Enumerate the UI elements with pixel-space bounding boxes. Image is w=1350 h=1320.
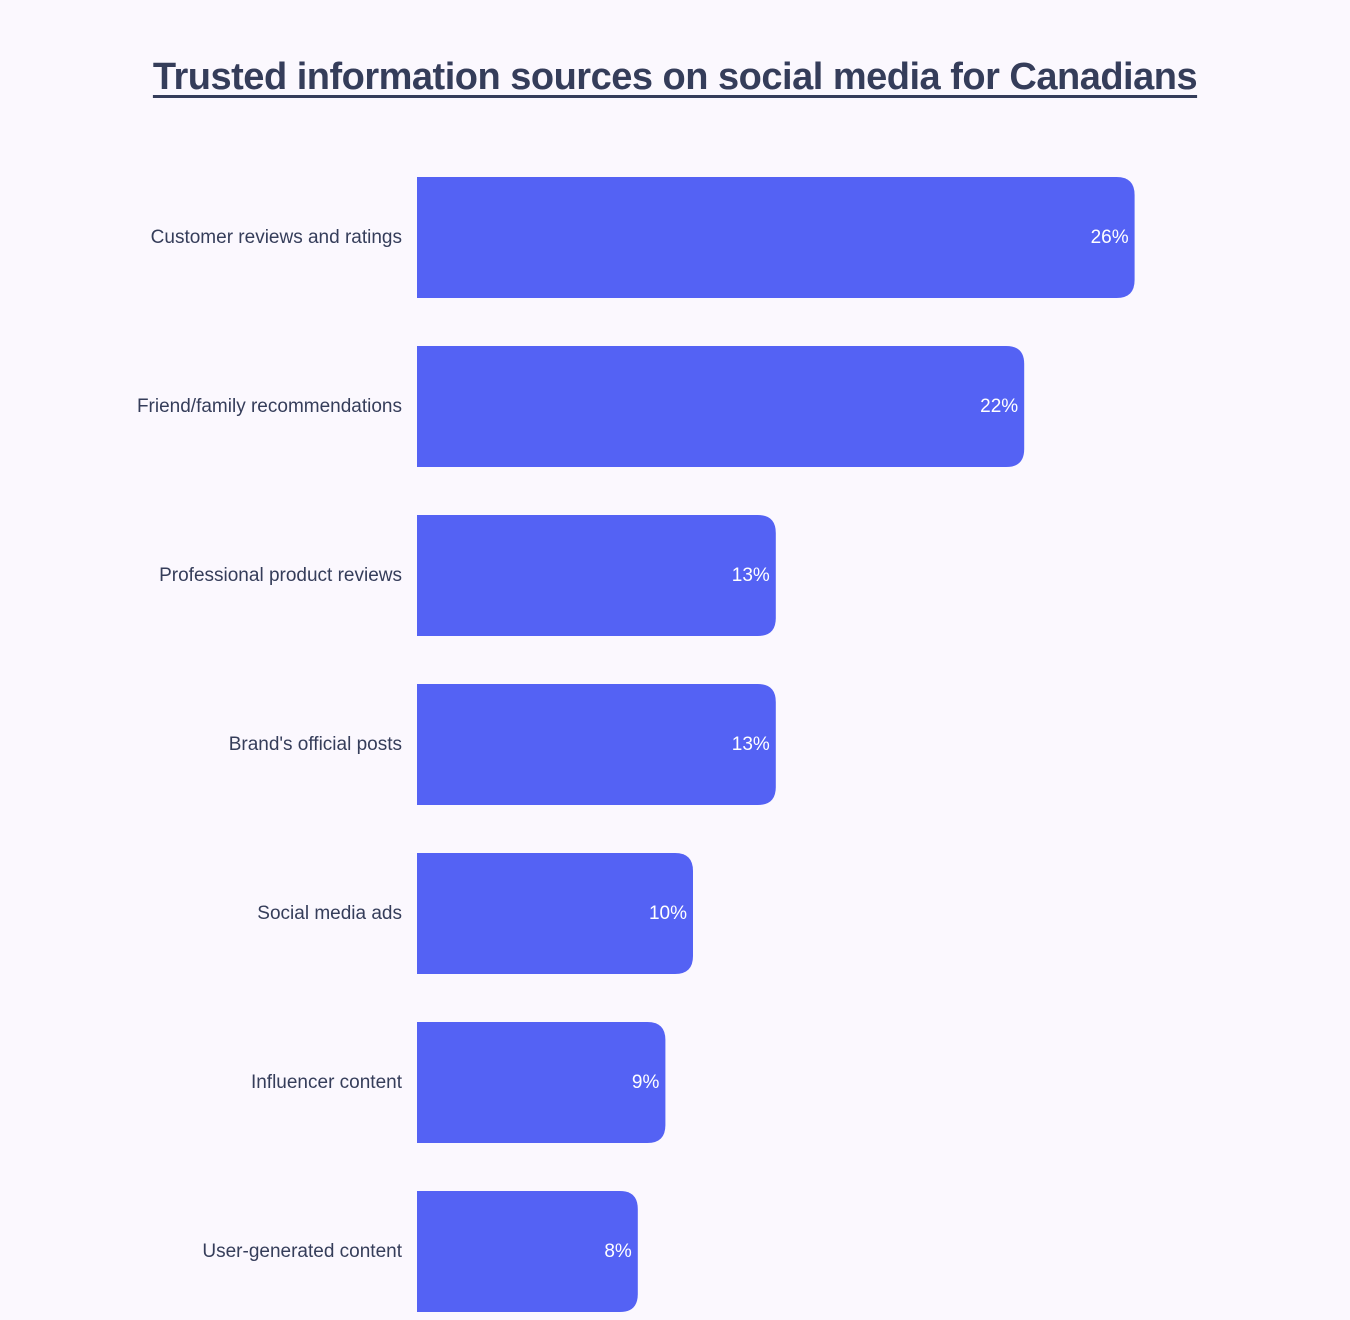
- value-label: 26%: [1091, 227, 1129, 248]
- bar-0: [417, 177, 1135, 298]
- category-label: Influencer content: [251, 1072, 403, 1093]
- category-label: Customer reviews and ratings: [151, 227, 402, 248]
- category-label: Social media ads: [257, 903, 402, 924]
- bar-1: [417, 346, 1025, 467]
- bar-6: [417, 1191, 638, 1312]
- bar-4: [417, 853, 693, 974]
- value-label: 22%: [980, 396, 1018, 417]
- value-label: 9%: [632, 1072, 660, 1093]
- bar-2: [417, 515, 776, 636]
- category-label: Professional product reviews: [159, 565, 402, 586]
- bar-5: [417, 1022, 666, 1143]
- value-label: 13%: [732, 734, 770, 755]
- value-label: 13%: [732, 565, 770, 586]
- category-label: User-generated content: [202, 1241, 402, 1262]
- category-label: Friend/family recommendations: [137, 396, 402, 417]
- value-label: 8%: [604, 1241, 632, 1262]
- category-label: Brand's official posts: [229, 734, 402, 755]
- chart-title: Trusted information sources on social me…: [152, 56, 1198, 98]
- bar-3: [417, 684, 776, 805]
- value-label: 10%: [649, 903, 687, 924]
